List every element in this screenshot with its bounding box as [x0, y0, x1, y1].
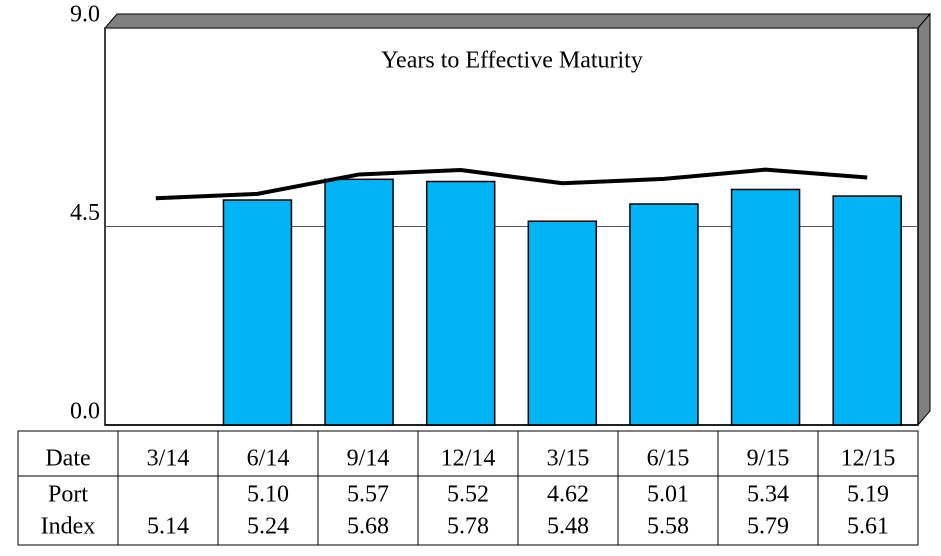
table-header: Date: [45, 446, 90, 472]
frame-top: [103, 13, 932, 29]
x-tick-label: 12/15: [841, 446, 896, 472]
table-cell: 5.61: [847, 514, 889, 540]
table-cell: 5.24: [247, 514, 289, 540]
x-tick-label: 6/14: [247, 446, 290, 472]
chart-title: Years to Effective Maturity: [381, 48, 643, 74]
bar: [425, 180, 496, 426]
frame-side: [917, 12, 931, 427]
table-cell: 5.10: [247, 482, 289, 508]
bar: [324, 178, 394, 426]
legend-label: Index: [41, 514, 96, 540]
table-cell: 5.52: [447, 482, 489, 508]
x-tick-label: 9/14: [347, 446, 390, 472]
bar: [527, 220, 598, 426]
bar: [832, 195, 902, 426]
line: [155, 167, 868, 201]
table-cell: 5.58: [647, 514, 689, 540]
table-cell: 5.19: [847, 482, 889, 508]
y-tick-label: 0.0: [70, 399, 100, 425]
table-cell: 5.14: [147, 514, 189, 540]
table-cell: 5.79: [747, 514, 789, 540]
y-tick-label: 4.5: [70, 200, 100, 226]
x-tick-label: 6/15: [647, 446, 690, 472]
x-tick-label: 12/14: [441, 446, 496, 472]
table-cell: 5.01: [647, 482, 689, 508]
bar: [730, 188, 801, 426]
bar: [629, 203, 699, 426]
table-cell: 5.34: [747, 482, 789, 508]
x-tick-label: 9/15: [747, 446, 790, 472]
table-cell: 5.57: [347, 482, 389, 508]
legend-label: Port: [48, 482, 88, 508]
bar: [222, 199, 293, 426]
table-cell: 5.48: [547, 514, 589, 540]
table-cell: 5.68: [347, 514, 389, 540]
table-border: [17, 430, 919, 546]
x-tick-label: 3/14: [147, 446, 190, 472]
x-tick-label: 3/15: [547, 446, 590, 472]
y-tick-label: 9.0: [70, 2, 100, 28]
table-cell: 5.78: [447, 514, 489, 540]
table-cell: 4.62: [547, 482, 589, 508]
